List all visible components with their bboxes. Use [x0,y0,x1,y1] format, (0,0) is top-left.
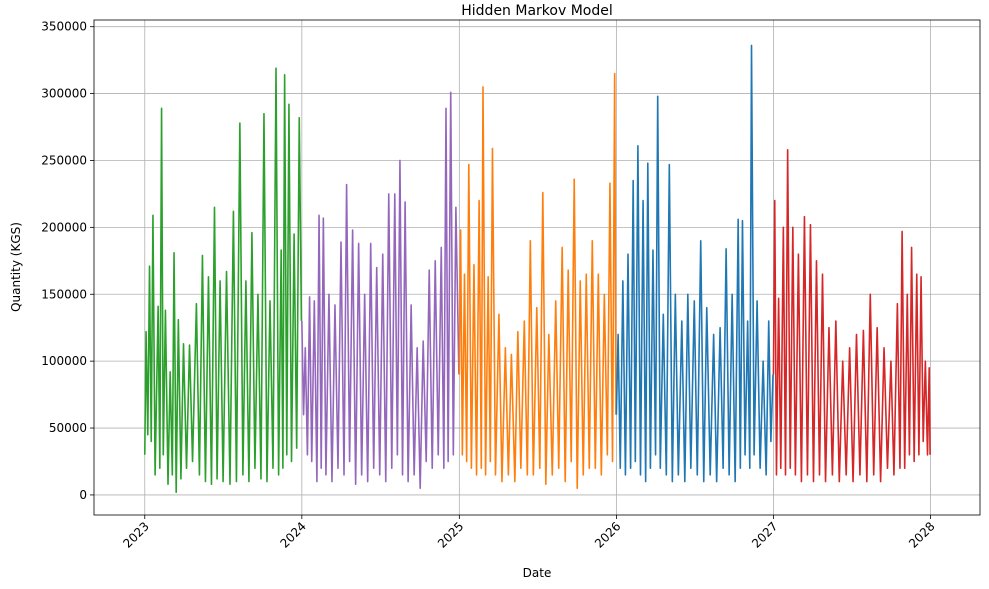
series-line [458,72,617,490]
y-tick-label: 350000 [41,20,87,34]
y-axis: 0 50000 100000 150000 200000 250000 300000 3500… [41,20,94,502]
y-axis-title: Quantity (KGS) [9,222,23,312]
chart-title: Hidden Markov Model [461,3,612,19]
y-tick-label: 200000 [41,220,87,234]
series-line [772,148,931,483]
y-tick-label: 300000 [41,87,87,101]
grid [94,20,980,515]
x-tick-label: 2027 [749,519,780,550]
series-group [143,44,931,494]
series-line [143,67,303,494]
y-tick-label: 250000 [41,153,87,167]
plot-frame [93,19,981,516]
y-tick-label: 50000 [49,421,87,435]
x-tick-label: 2026 [592,519,623,550]
y-tick-label: 100000 [41,354,87,368]
series-line [615,44,774,483]
x-tick-label: 2025 [435,519,466,550]
x-axis-title: Date [523,566,552,580]
y-tick-label: 150000 [41,287,87,301]
series-line [301,91,460,490]
y-tick-label: 0 [79,488,87,502]
x-tick-label: 2024 [277,519,308,550]
x-tick-label: 2023 [120,519,151,550]
x-axis: 2023 2024 2025 2026 2027 2028 [120,515,938,551]
x-tick-label: 2028 [906,519,937,550]
